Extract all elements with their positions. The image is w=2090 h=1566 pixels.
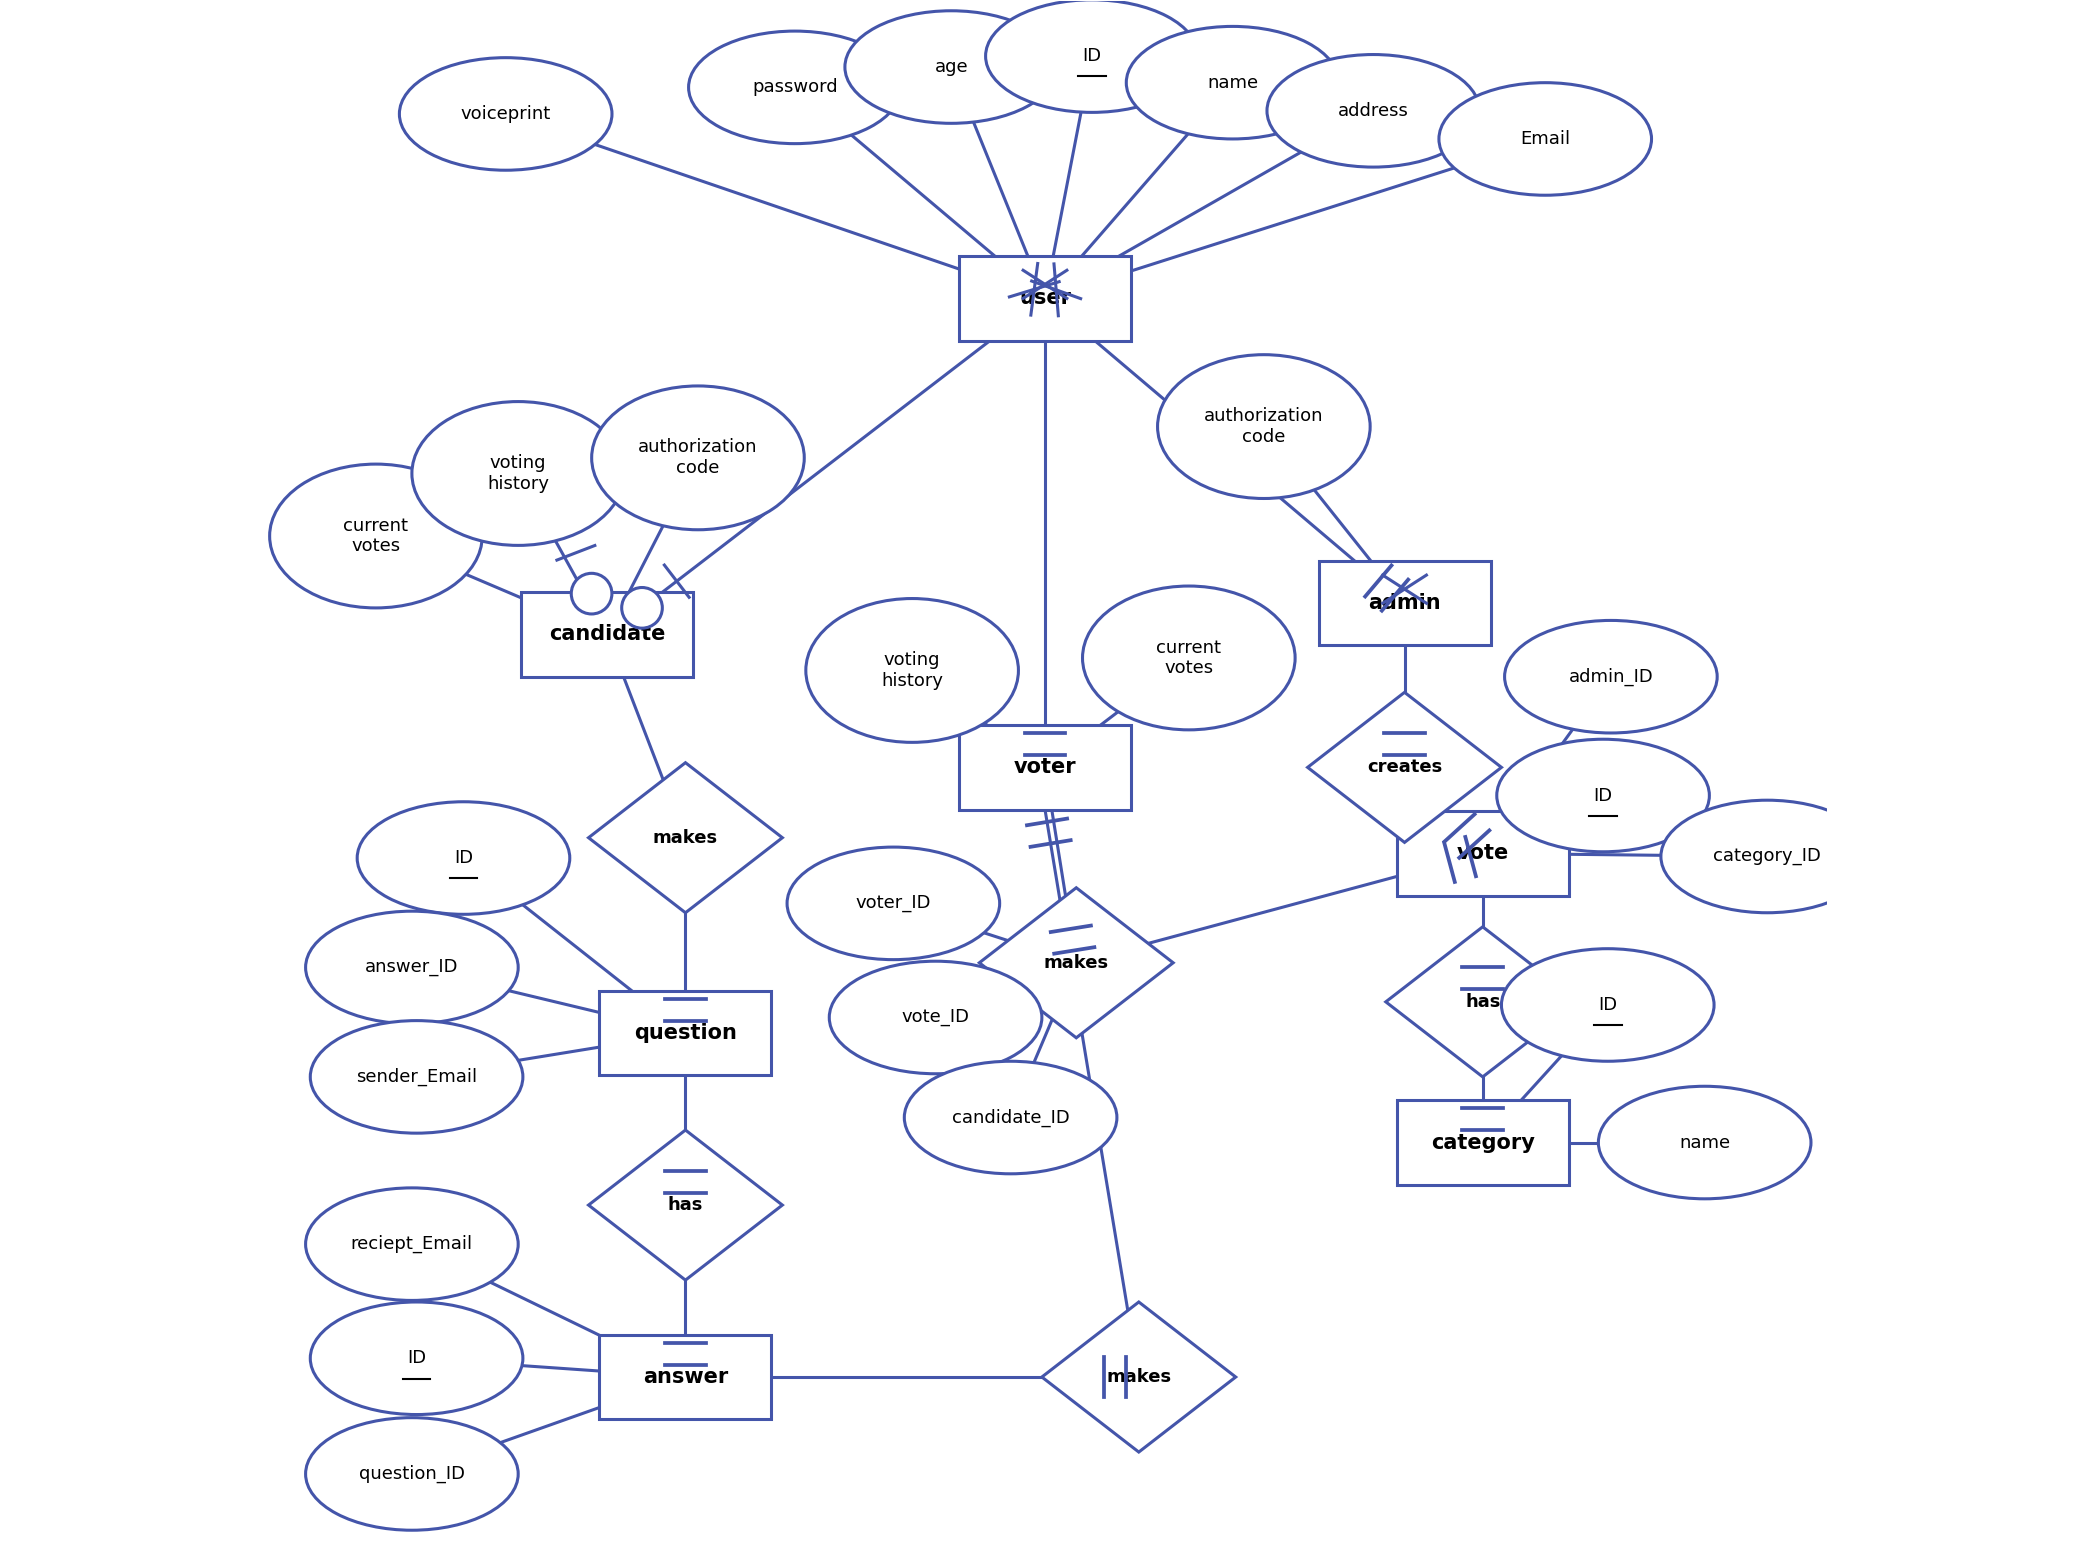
Text: current
votes: current votes	[343, 517, 408, 556]
Circle shape	[571, 573, 612, 614]
Text: authorization
code: authorization code	[1204, 407, 1323, 446]
Text: sender_Email: sender_Email	[355, 1068, 477, 1085]
Ellipse shape	[844, 11, 1058, 124]
Ellipse shape	[305, 911, 518, 1024]
Ellipse shape	[1127, 27, 1340, 139]
Text: age: age	[934, 58, 968, 77]
Text: voter_ID: voter_ID	[855, 894, 932, 913]
Text: creates: creates	[1367, 758, 1442, 777]
Ellipse shape	[1501, 949, 1714, 1062]
Polygon shape	[589, 1131, 782, 1279]
Text: has: has	[1465, 993, 1501, 1010]
Ellipse shape	[305, 1189, 518, 1300]
Text: voting
history: voting history	[882, 651, 943, 691]
Ellipse shape	[1662, 800, 1873, 913]
Ellipse shape	[309, 1301, 522, 1414]
Text: category_ID: category_ID	[1714, 847, 1820, 866]
Circle shape	[621, 587, 663, 628]
Bar	[1396, 1101, 1570, 1185]
Text: ID: ID	[454, 849, 472, 868]
Text: admin_ID: admin_ID	[1568, 667, 1653, 686]
Text: makes: makes	[1043, 954, 1110, 972]
Polygon shape	[1043, 1301, 1235, 1452]
Text: user: user	[1020, 288, 1070, 309]
Text: voter: voter	[1014, 758, 1076, 777]
Text: answer: answer	[644, 1367, 727, 1387]
Text: Email: Email	[1519, 130, 1570, 147]
Text: makes: makes	[1106, 1369, 1170, 1386]
Text: ID: ID	[408, 1350, 426, 1367]
Text: name: name	[1208, 74, 1258, 92]
Ellipse shape	[399, 58, 612, 171]
Ellipse shape	[1267, 55, 1480, 168]
Text: category: category	[1432, 1132, 1534, 1153]
Text: reciept_Email: reciept_Email	[351, 1236, 472, 1253]
Ellipse shape	[1438, 83, 1651, 196]
Text: candidate_ID: candidate_ID	[951, 1109, 1070, 1126]
Text: makes: makes	[652, 828, 719, 847]
Ellipse shape	[905, 1062, 1116, 1174]
Ellipse shape	[986, 0, 1198, 113]
Text: authorization
code: authorization code	[637, 438, 759, 478]
Text: question_ID: question_ID	[359, 1464, 464, 1483]
Ellipse shape	[688, 31, 901, 144]
Ellipse shape	[807, 598, 1018, 742]
Text: voiceprint: voiceprint	[460, 105, 552, 124]
Text: candidate: candidate	[550, 625, 665, 645]
Ellipse shape	[1083, 586, 1296, 730]
Text: admin: admin	[1369, 594, 1440, 614]
Text: has: has	[669, 1196, 702, 1214]
Polygon shape	[980, 888, 1172, 1038]
Polygon shape	[1386, 927, 1580, 1077]
Text: password: password	[752, 78, 838, 97]
Text: answer_ID: answer_ID	[366, 958, 458, 977]
Text: ID: ID	[1599, 996, 1618, 1013]
Ellipse shape	[830, 962, 1043, 1074]
Ellipse shape	[1505, 620, 1718, 733]
Ellipse shape	[357, 802, 571, 915]
Bar	[959, 725, 1131, 810]
Bar	[1319, 561, 1490, 645]
Text: current
votes: current votes	[1156, 639, 1221, 678]
Text: ID: ID	[1083, 47, 1101, 66]
Ellipse shape	[1496, 739, 1710, 852]
Ellipse shape	[1599, 1087, 1810, 1200]
Text: vote_ID: vote_ID	[901, 1009, 970, 1026]
Text: vote: vote	[1457, 844, 1509, 863]
Bar	[959, 257, 1131, 341]
Text: address: address	[1338, 102, 1409, 121]
Bar	[1396, 811, 1570, 896]
Bar	[600, 1334, 771, 1419]
Ellipse shape	[309, 1021, 522, 1134]
Text: ID: ID	[1593, 786, 1613, 805]
Bar	[520, 592, 694, 677]
Ellipse shape	[270, 464, 483, 608]
Ellipse shape	[788, 847, 999, 960]
Text: question: question	[633, 1023, 738, 1043]
Polygon shape	[589, 763, 782, 913]
Text: voting
history: voting history	[487, 454, 550, 493]
Text: name: name	[1678, 1134, 1731, 1151]
Bar	[600, 991, 771, 1076]
Ellipse shape	[305, 1417, 518, 1530]
Polygon shape	[1308, 692, 1501, 843]
Ellipse shape	[591, 385, 805, 529]
Ellipse shape	[412, 401, 625, 545]
Ellipse shape	[1158, 354, 1371, 498]
